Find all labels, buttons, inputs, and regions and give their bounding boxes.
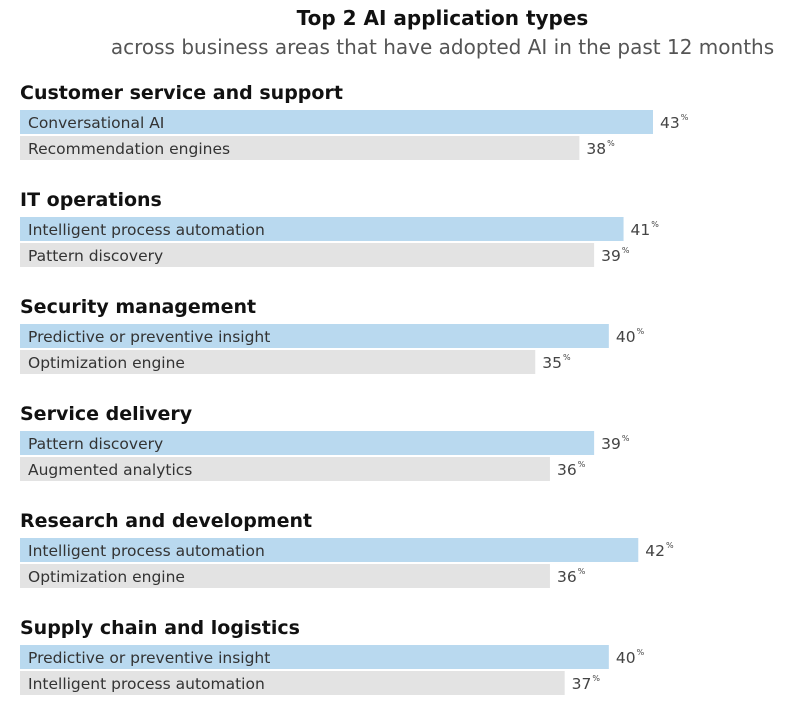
- bar: [20, 350, 536, 374]
- bar-label: Pattern discovery: [28, 435, 163, 453]
- percent-sign: %: [592, 674, 600, 683]
- value-label: 35: [542, 354, 562, 372]
- value-label: 37: [572, 675, 592, 693]
- value-label: 40: [616, 649, 636, 667]
- percent-sign: %: [578, 567, 586, 576]
- value-label: 42: [645, 542, 665, 560]
- percent-sign: %: [622, 434, 630, 443]
- value-label: 38: [586, 140, 606, 158]
- bar-label: Intelligent process automation: [28, 221, 265, 239]
- chart-subtitle: across business areas that have adopted …: [110, 35, 775, 59]
- bar: [20, 217, 624, 241]
- bar: [20, 645, 609, 669]
- chart-title: Top 2 AI application types: [296, 6, 589, 30]
- bar-label: Intelligent process automation: [28, 675, 265, 693]
- bar: [20, 431, 595, 455]
- bar: [20, 136, 580, 160]
- bar-label: Predictive or preventive insight: [28, 649, 270, 667]
- bar-label: Predictive or preventive insight: [28, 328, 270, 346]
- group-title: Research and development: [20, 510, 312, 532]
- value-label: 39: [601, 247, 621, 265]
- bar: [20, 457, 550, 481]
- value-label: 36: [557, 568, 577, 586]
- group-title: Service delivery: [20, 403, 193, 425]
- bar-label: Optimization engine: [28, 354, 185, 372]
- bar-label: Augmented analytics: [28, 461, 192, 479]
- bar-label: Pattern discovery: [28, 247, 163, 265]
- percent-sign: %: [651, 220, 659, 229]
- percent-sign: %: [607, 139, 615, 148]
- group-title: IT operations: [20, 189, 162, 211]
- bar: [20, 564, 550, 588]
- group-title: Security management: [20, 296, 256, 318]
- percent-sign: %: [637, 327, 645, 336]
- bar: [20, 243, 595, 267]
- percent-sign: %: [563, 353, 571, 362]
- bar: [20, 671, 565, 695]
- value-label: 39: [601, 435, 621, 453]
- bar-label: Recommendation engines: [28, 140, 230, 158]
- value-label: 40: [616, 328, 636, 346]
- bar: [20, 110, 653, 134]
- bar-label: Conversational AI: [28, 114, 164, 132]
- percent-sign: %: [578, 460, 586, 469]
- value-label: 41: [631, 221, 651, 239]
- bar: [20, 538, 639, 562]
- group-title: Customer service and support: [20, 82, 343, 104]
- bar-label: Optimization engine: [28, 568, 185, 586]
- group-title: Supply chain and logistics: [20, 617, 300, 639]
- bar: [20, 324, 609, 348]
- percent-sign: %: [681, 113, 689, 122]
- value-label: 43: [660, 114, 680, 132]
- percent-sign: %: [637, 648, 645, 657]
- value-label: 36: [557, 461, 577, 479]
- bar-label: Intelligent process automation: [28, 542, 265, 560]
- percent-sign: %: [666, 541, 674, 550]
- percent-sign: %: [622, 246, 630, 255]
